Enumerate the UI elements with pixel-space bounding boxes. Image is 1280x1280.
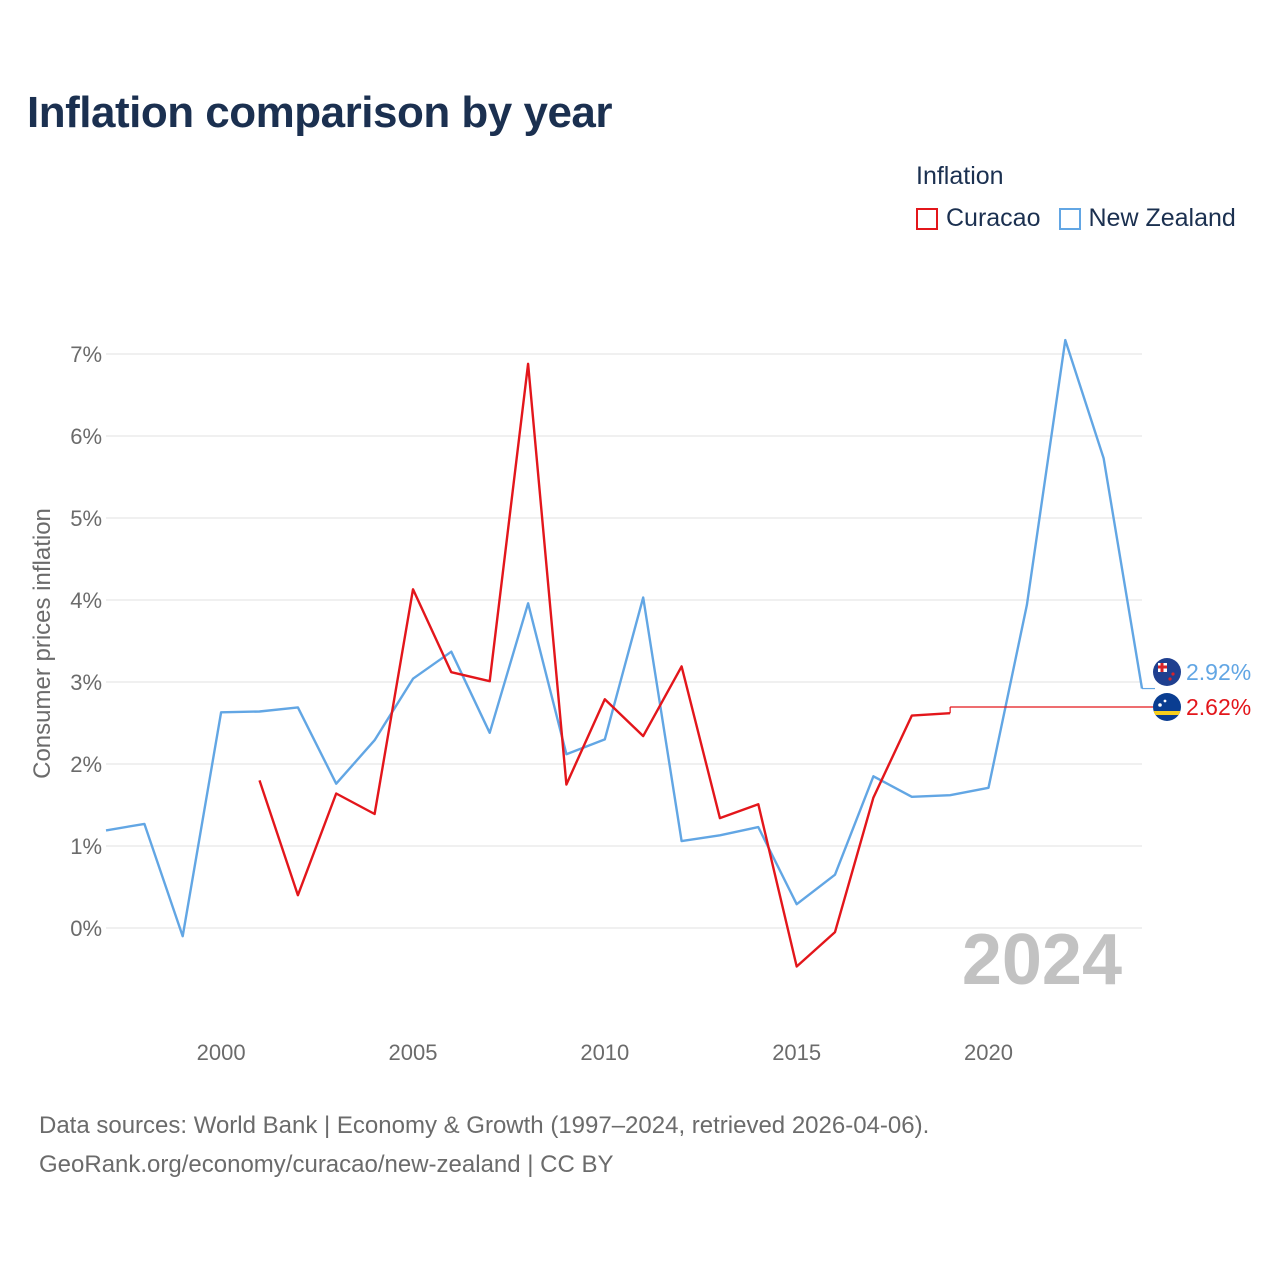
y-tick-label-1: 1%	[70, 834, 102, 859]
y-tick-label-4: 4%	[70, 588, 102, 613]
x-tick-label-2020: 2020	[964, 1040, 1013, 1065]
year-watermark: 2024	[962, 920, 1122, 1000]
y-tick-label-7: 7%	[70, 342, 102, 367]
x-tick-label-2015: 2015	[772, 1040, 821, 1065]
y-tick-label-5: 5%	[70, 506, 102, 531]
y-tick-label-6: 6%	[70, 424, 102, 449]
x-tick-label-2005: 2005	[388, 1040, 437, 1065]
new-zealand-flag-icon	[1153, 658, 1181, 686]
legend-item-curacao[interactable]: Curacao	[916, 204, 1041, 233]
end-label-curacao: 2.62%	[1186, 694, 1251, 720]
curacao-flag-icon	[1153, 693, 1181, 721]
series-line-curacao	[258, 362, 951, 968]
x-tick-label-2010: 2010	[580, 1040, 629, 1065]
y-tick-label-3: 3%	[70, 670, 102, 695]
y-tick-label-2: 2%	[70, 752, 102, 777]
legend-label-new-zealand: New Zealand	[1088, 204, 1236, 232]
legend-item-new-zealand[interactable]: New Zealand	[1058, 204, 1236, 233]
end-label-new-zealand: 2.92%	[1186, 659, 1251, 685]
chart-title: Inflation comparison by year	[27, 88, 613, 137]
legend-swatch-curacao	[916, 207, 938, 230]
source-note: Data sources: World Bank | Economy & Gro…	[39, 1106, 929, 1184]
legend-title: Inflation	[916, 162, 1004, 190]
source-line-1: Data sources: World Bank | Economy & Gro…	[39, 1112, 930, 1139]
legend-label-curacao: Curacao	[946, 204, 1041, 232]
legend-swatch-new-zealand	[1058, 207, 1081, 230]
y-tick-label-0: 0%	[70, 916, 102, 941]
source-line-2[interactable]: GeoRank.org/economy/curacao/new-zealand …	[39, 1151, 614, 1178]
legend: Curacao New Zealand	[916, 204, 1254, 233]
series-line-new-zealand	[105, 338, 1144, 938]
y-axis-label: Consumer prices inflation	[29, 508, 56, 779]
x-tick-label-2000: 2000	[197, 1040, 246, 1065]
